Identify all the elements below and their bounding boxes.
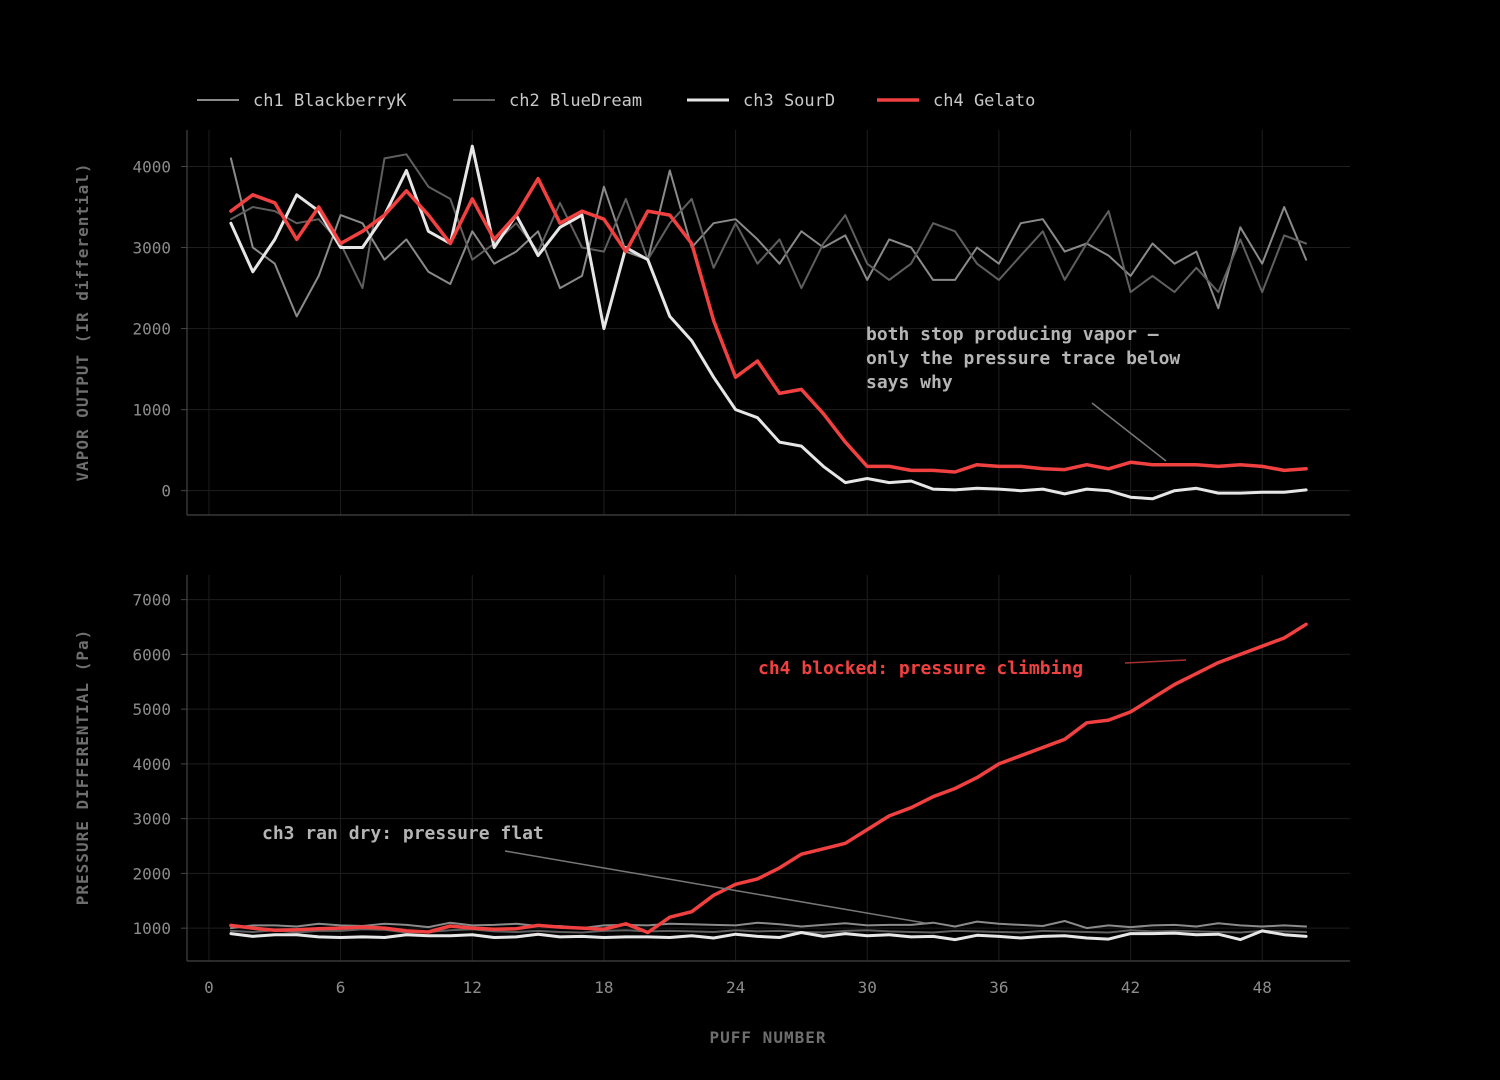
- vapor-y-tick-label-1000: 1000: [132, 401, 171, 420]
- x-tick-label-24: 24: [726, 978, 745, 997]
- vapor-series-ch3-sourd: [229, 144, 1308, 501]
- legend: ch1 BlackberryK ch2 BlueDream ch3 SourD ch4…: [197, 91, 1035, 111]
- vapor-series-ch2-bluedream: [229, 153, 1308, 294]
- x-tick-label-18: 18: [594, 978, 613, 997]
- ch4-annotation: ch4 blocked: pressure climbing: [758, 658, 1083, 679]
- legend-entry-ch4-gelato: ch4 Gelato: [877, 91, 1035, 111]
- pressure-series-ch4-gelato: [229, 622, 1308, 935]
- x-tick-label-42: 42: [1121, 978, 1140, 997]
- vapor-output-panel: 0 1000 2000 3000 4000 VAPOR OUTPUT (IR diffe…: [73, 130, 1350, 516]
- pressure-series-ch3-sourd: [229, 929, 1308, 942]
- pressure-y-tick-label-7000: 7000: [132, 591, 171, 610]
- legend-label-ch4-gelato: ch4 Gelato: [933, 91, 1035, 111]
- vapor-series-ch1-blackberryk: [229, 157, 1308, 318]
- vapor-annotation-line-3: says why: [866, 372, 953, 393]
- pressure-panel: 1000 2000 3000 4000 5000 6000 7000 PRESSURE DI…: [73, 575, 1350, 962]
- legend-entry-ch1-blackberryk: ch1 BlackberryK: [197, 91, 407, 111]
- x-tick-labels: 0 6 12 18 24 30 36 42 48: [204, 978, 1272, 997]
- pressure-y-tick-label-2000: 2000: [132, 864, 171, 883]
- vapor-annotation-line-1: both stop producing vapor —: [866, 324, 1159, 345]
- x-tick-label-30: 30: [858, 978, 877, 997]
- pressure-series-ch1-blackberryk: [229, 920, 1308, 930]
- legend-entry-ch3-sourd: ch3 SourD: [687, 91, 835, 111]
- x-tick-label-6: 6: [336, 978, 346, 997]
- x-tick-label-36: 36: [989, 978, 1008, 997]
- vapor-annotation-line-2: only the pressure trace below: [866, 348, 1180, 369]
- vapor-y-axis-label: VAPOR OUTPUT (IR differential): [73, 163, 92, 482]
- vapor-grid: [187, 130, 1350, 515]
- pressure-y-tick-label-1000: 1000: [132, 919, 171, 938]
- pressure-y-axis-label: PRESSURE DIFFERENTIAL (Pa): [73, 629, 92, 905]
- vapor-series: [229, 144, 1308, 501]
- pressure-y-tick-label-4000: 4000: [132, 755, 171, 774]
- pressure-series: [229, 622, 1308, 942]
- vapor-annotation: both stop producing vapor — only the pre…: [866, 324, 1191, 393]
- legend-entry-ch2-bluedream: ch2 BlueDream: [453, 91, 642, 111]
- vapor-y-tick-label-2000: 2000: [132, 320, 171, 339]
- vapor-series-ch4-gelato: [229, 176, 1308, 474]
- vapor-y-tick-label-4000: 4000: [132, 157, 171, 176]
- legend-label-ch2-bluedream: ch2 BlueDream: [509, 91, 642, 111]
- x-tick-label-0: 0: [204, 978, 214, 997]
- pressure-grid: [187, 575, 1350, 961]
- legend-label-ch3-sourd: ch3 SourD: [743, 91, 835, 111]
- vapor-y-tick-label-0: 0: [161, 482, 171, 501]
- legend-label-ch1-blackberryk: ch1 BlackberryK: [253, 91, 407, 111]
- pressure-y-tick-label-3000: 3000: [132, 810, 171, 829]
- vapor-axes: 0 1000 2000 3000 4000: [132, 130, 1350, 516]
- pressure-y-tick-label-5000: 5000: [132, 700, 171, 719]
- x-axis-label: PUFF NUMBER: [710, 1028, 827, 1047]
- vapor-annotation-arrow: [1091, 402, 1167, 462]
- ch3-annotation: ch3 ran dry: pressure flat: [262, 823, 544, 844]
- ch4-annotation-arrow: [1124, 659, 1187, 664]
- x-tick-label-12: 12: [463, 978, 482, 997]
- pressure-axes: 1000 2000 3000 4000 5000 6000 7000: [132, 575, 1350, 962]
- vapor-y-tick-label-3000: 3000: [132, 239, 171, 258]
- x-tick-label-48: 48: [1253, 978, 1272, 997]
- ch3-annotation-arrow: [504, 850, 926, 924]
- pressure-y-tick-label-6000: 6000: [132, 645, 171, 664]
